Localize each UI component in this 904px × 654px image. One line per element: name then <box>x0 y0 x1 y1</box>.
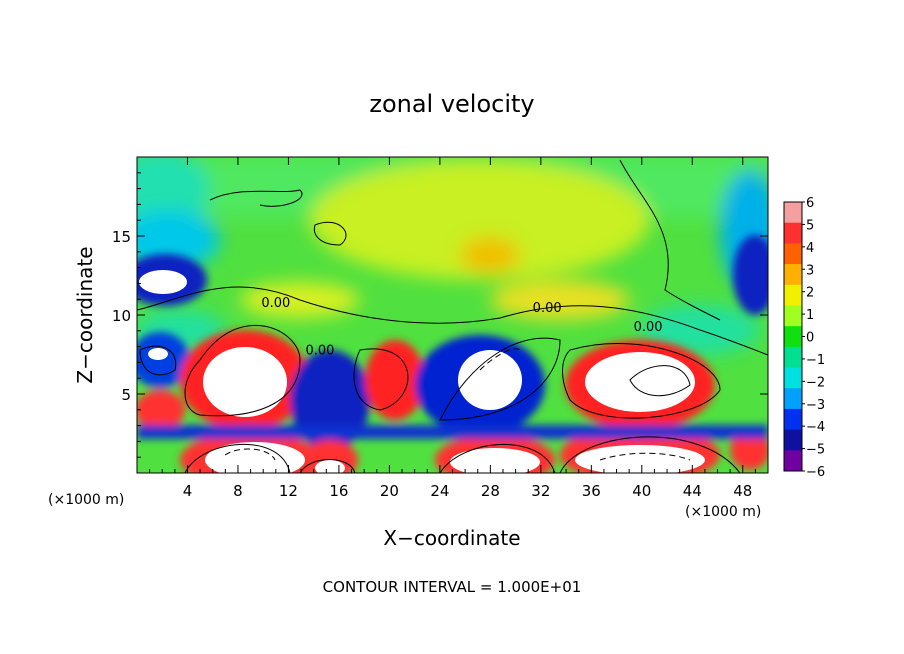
colorbar-swatch <box>784 243 802 265</box>
colorbar-swatch <box>784 326 802 348</box>
colorbar-swatch <box>784 388 802 410</box>
x-tick-label: 16 <box>329 482 348 500</box>
colorbar-label: 0 <box>806 331 814 346</box>
heatmap-field <box>137 157 768 473</box>
colorbar-swatch <box>784 222 802 244</box>
x-tick-label: 44 <box>683 482 702 500</box>
contour-label: 0.00 <box>634 320 663 335</box>
colorbar-label: −6 <box>806 465 825 480</box>
colorbar-swatch <box>784 305 802 327</box>
colorbar-swatch <box>784 367 802 389</box>
contour-labels: 0.00 0.00 0.00 0.00 <box>261 296 662 358</box>
x-tick-label: 20 <box>380 482 399 500</box>
x-tick-label: 8 <box>233 482 243 500</box>
x-unit-label-left: (×1000 m) <box>48 492 124 508</box>
contour-label: 0.00 <box>261 296 290 311</box>
x-tick-label: 4 <box>183 482 193 500</box>
x-tick-label: 12 <box>279 482 298 500</box>
colorbar-swatch <box>784 429 802 451</box>
x-axis: 4 8 12 16 20 24 28 32 36 40 44 48 <box>149 157 756 500</box>
colorbar-label: 5 <box>806 218 814 233</box>
colorbar-label: 1 <box>806 308 814 323</box>
colorbar-swatch <box>784 284 802 306</box>
colorbar-swatch <box>784 202 802 224</box>
colorbar-label: −3 <box>806 398 825 413</box>
y-tick-label: 15 <box>112 228 131 246</box>
y-tick-label: 5 <box>121 386 131 404</box>
x-tick-label: 36 <box>582 482 601 500</box>
x-tick-label: 48 <box>733 482 752 500</box>
colorbar-label: −5 <box>806 443 825 458</box>
colorbar-swatch <box>784 264 802 286</box>
x-unit-label-right: (×1000 m) <box>685 504 761 520</box>
contour-label: 0.00 <box>533 301 562 316</box>
x-tick-label: 24 <box>430 482 449 500</box>
colorbar-label: 3 <box>806 263 814 278</box>
colorbar-label: −1 <box>806 353 825 368</box>
contour-label: 0.00 <box>306 344 335 359</box>
colorbar-swatch <box>784 346 802 369</box>
chart-title: zonal velocity <box>369 90 534 118</box>
x-tick-label: 28 <box>481 482 500 500</box>
x-tick-label: 32 <box>531 482 550 500</box>
x-axis-label: X−coordinate <box>383 526 520 550</box>
contour-interval-note: CONTOUR INTERVAL = 1.000E+01 <box>323 578 582 596</box>
colorbar-label: −2 <box>806 375 825 390</box>
x-tick-label: 40 <box>632 482 651 500</box>
colorbar-label: 6 <box>806 196 814 211</box>
colorbar-swatch <box>784 450 802 472</box>
y-axis: 5 10 15 <box>112 172 768 458</box>
colorbar-label: −4 <box>806 420 825 435</box>
y-tick-label: 10 <box>112 307 131 325</box>
y-axis-label: Z−coordinate <box>73 246 97 383</box>
colorbar: 6 5 4 3 2 1 0 −1 −2 −3 −4 −5 −6 <box>783 196 825 480</box>
colorbar-swatch <box>784 408 802 431</box>
colorbar-label: 2 <box>806 286 814 301</box>
colorbar-label: 4 <box>806 241 814 256</box>
